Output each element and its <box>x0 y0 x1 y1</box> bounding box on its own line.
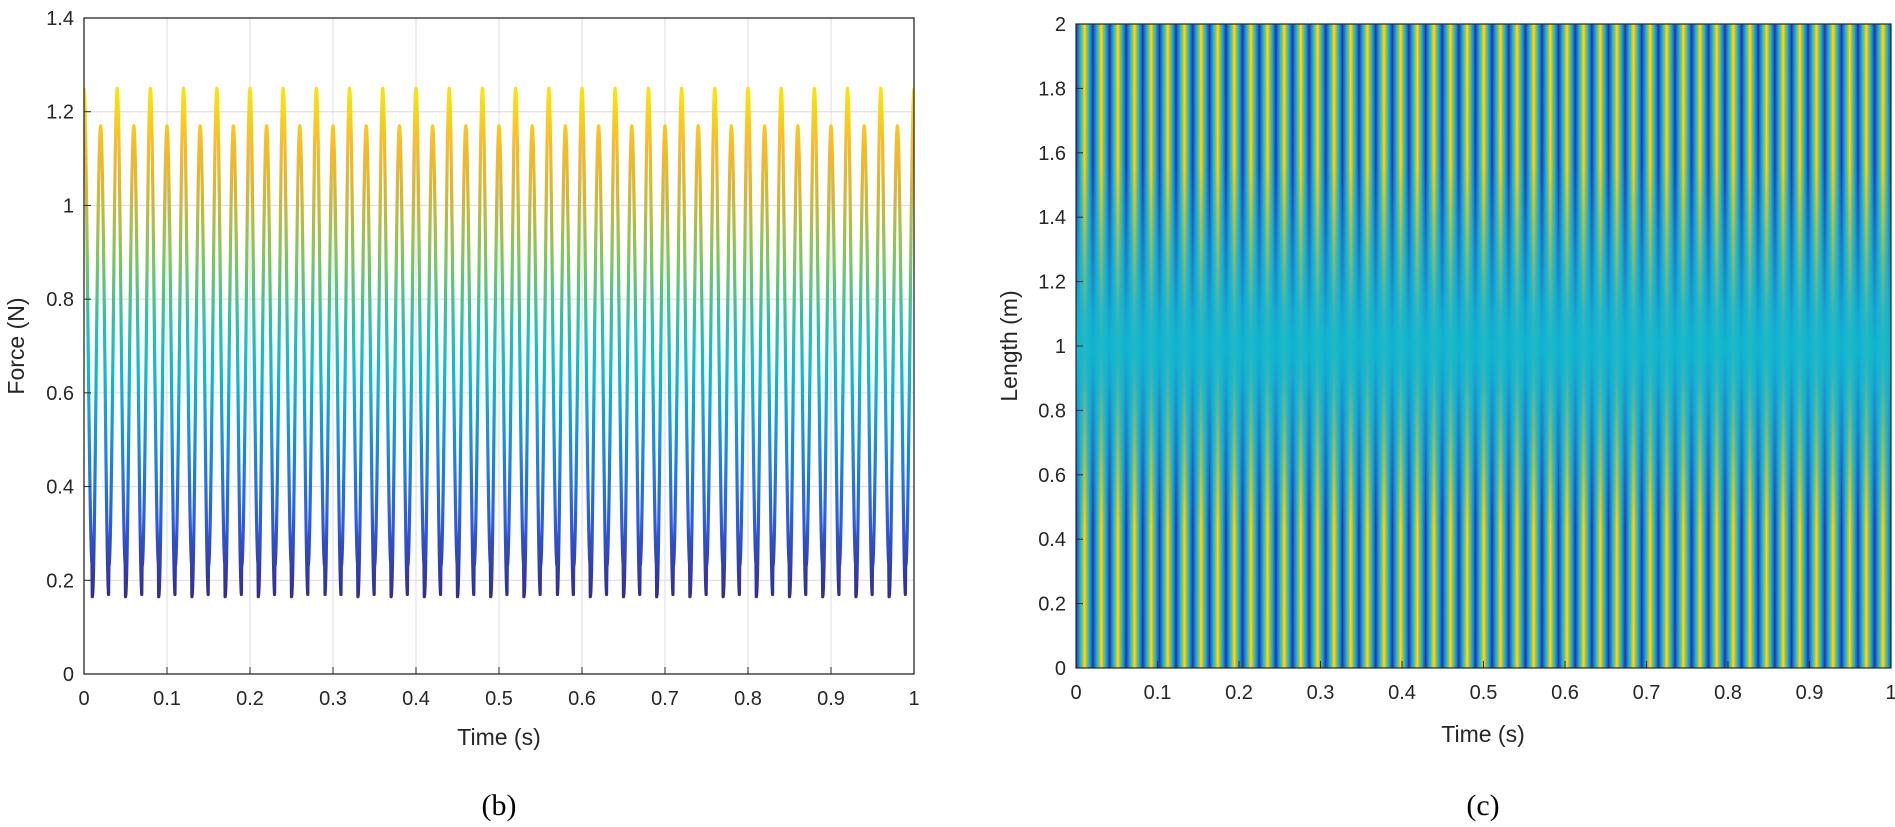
chart-c-ytick-label: 1.8 <box>1038 78 1066 100</box>
chart-c-x-ticks: 0 0.1 0.2 0.3 0.4 0.5 0.6 0.7 0.8 0.9 1 <box>1070 661 1895 704</box>
chart-b-xtick-label: 0.6 <box>568 688 596 710</box>
chart-c-xtick-label: 0.5 <box>1470 682 1498 704</box>
chart-b-ytick-label: 0 <box>63 664 74 686</box>
chart-c-xtick-label: 0.6 <box>1551 682 1579 704</box>
chart-b-ytick-label: 1 <box>63 195 74 217</box>
chart-b-xtick-label: 0.1 <box>153 688 181 710</box>
chart-c-xlabel: Time (s) <box>1441 721 1524 747</box>
chart-b-y-ticks: 0 0.2 0.4 0.6 0.8 1 1.2 1.4 <box>46 8 91 686</box>
chart-b-xtick-label: 1 <box>908 688 919 710</box>
chart-c-xtick-label: 0.9 <box>1796 682 1824 704</box>
chart-b-panel-label: (b) <box>482 789 517 822</box>
chart-c-ytick-label: 2 <box>1055 14 1066 36</box>
chart-b-xtick-label: 0 <box>78 688 89 710</box>
chart-c-ytick-label: 0.4 <box>1038 529 1066 551</box>
chart-c-ytick-label: 0.8 <box>1038 400 1066 422</box>
chart-b-ytick-label: 0.2 <box>46 570 74 592</box>
chart-c-xtick-label: 0.1 <box>1144 682 1172 704</box>
chart-b-ytick-label: 1.2 <box>46 102 74 124</box>
chart-b-xlabel: Time (s) <box>457 724 540 750</box>
chart-c-ytick-label: 1.4 <box>1038 207 1066 229</box>
chart-c-ylabel: Length (m) <box>996 290 1022 401</box>
chart-b-ytick-label: 0.6 <box>46 383 74 405</box>
chart-c-ytick-label: 1 <box>1055 336 1066 358</box>
chart-b-ytick-label: 0.8 <box>46 289 74 311</box>
chart-c-ytick-label: 1.2 <box>1038 272 1066 294</box>
chart-c-xtick-label: 0.4 <box>1388 682 1416 704</box>
chart-c-xtick-label: 0.2 <box>1225 682 1253 704</box>
chart-b-x-ticks: 0 0.1 0.2 0.3 0.4 0.5 0.6 0.7 0.8 0.9 1 <box>78 667 920 710</box>
chart-b: 0 0.1 0.2 0.3 0.4 0.5 0.6 0.7 0.8 0.9 1 0 0.2 0.4 0.6… <box>3 8 920 822</box>
chart-b-ytick-label: 1.4 <box>46 8 74 30</box>
chart-c-xtick-label: 0.3 <box>1307 682 1335 704</box>
chart-b-ylabel: Force (N) <box>3 297 29 394</box>
chart-b-force-line <box>84 86 914 599</box>
chart-b-xtick-label: 0.8 <box>734 688 762 710</box>
chart-c-xtick-label: 0 <box>1070 682 1081 704</box>
chart-c-xtick-label: 0.8 <box>1714 682 1742 704</box>
chart-b-xtick-label: 0.7 <box>651 688 679 710</box>
chart-b-xtick-label: 0.4 <box>402 688 430 710</box>
chart-b-series <box>84 86 914 599</box>
chart-c-y-ticks: 0 0.2 0.4 0.6 0.8 1 1.2 1.4 1.6 1.8 2 <box>1038 14 1083 680</box>
chart-c-ytick-label: 1.6 <box>1038 143 1066 165</box>
chart-c-ytick-label: 0 <box>1055 658 1066 680</box>
chart-c-panel-label: (c) <box>1466 789 1499 822</box>
chart-b-xtick-label: 0.3 <box>319 688 347 710</box>
chart-c-xtick-label: 1 <box>1885 682 1895 704</box>
chart-b-xtick-label: 0.9 <box>817 688 845 710</box>
chart-c-node-overlay <box>1076 24 1891 668</box>
chart-b-ytick-label: 0.4 <box>46 477 74 499</box>
chart-c: 0 0.1 0.2 0.3 0.4 0.5 0.6 0.7 0.8 0.9 1 0 0.2 0.4 0.6… <box>996 14 1895 822</box>
chart-b-xtick-label: 0.5 <box>485 688 513 710</box>
chart-c-ytick-label: 0.2 <box>1038 594 1066 616</box>
chart-c-xtick-label: 0.7 <box>1633 682 1661 704</box>
chart-c-ytick-label: 0.6 <box>1038 465 1066 487</box>
chart-b-xtick-label: 0.2 <box>236 688 264 710</box>
